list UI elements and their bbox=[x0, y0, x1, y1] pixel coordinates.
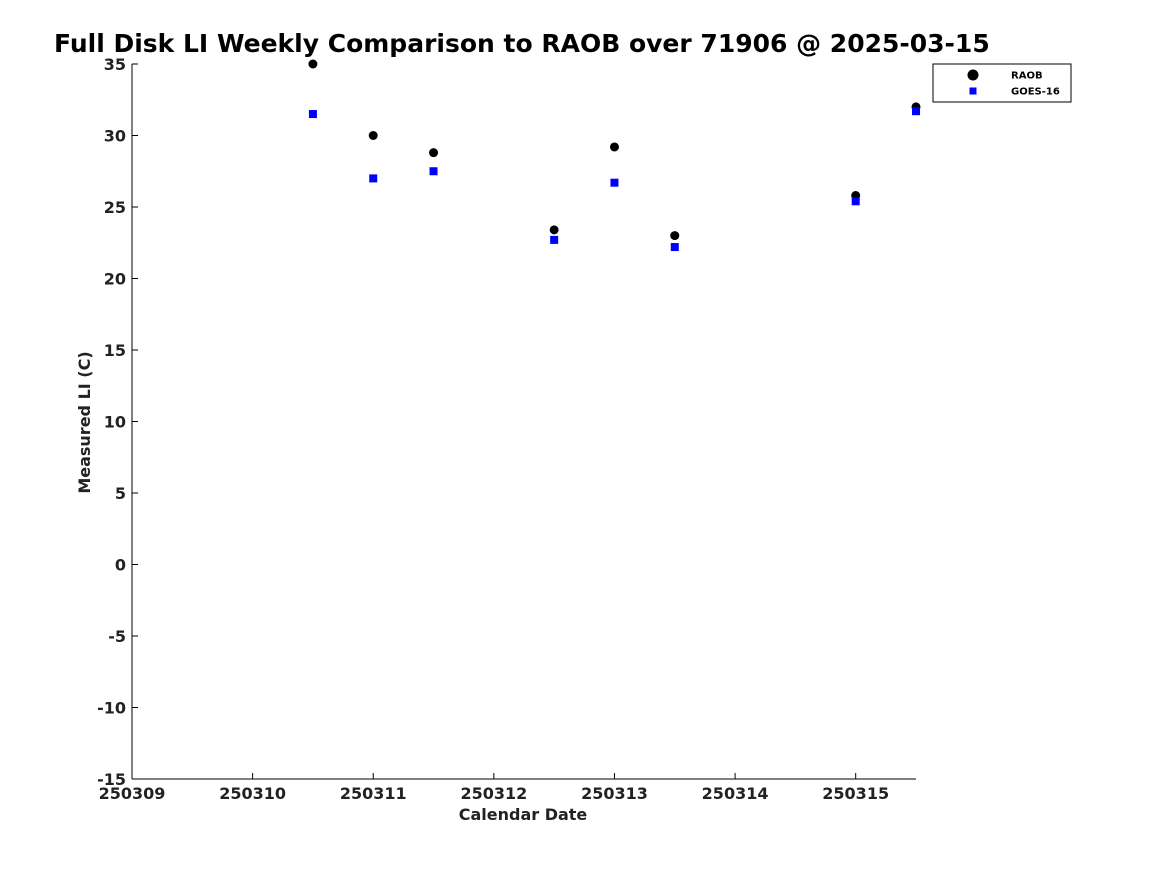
raob-point bbox=[549, 225, 559, 235]
y-tick-label: 15 bbox=[104, 341, 126, 360]
axes bbox=[131, 64, 916, 780]
x-tick-label: 250312 bbox=[460, 784, 527, 803]
data-points bbox=[308, 59, 921, 252]
y-tick-label: 35 bbox=[104, 55, 126, 74]
x-axis-label: Calendar Date bbox=[459, 805, 588, 824]
goes-16-point bbox=[851, 197, 860, 206]
raob-point bbox=[308, 59, 318, 69]
y-axis-label: Measured LI (C) bbox=[75, 351, 94, 493]
legend-marker-goes-16 bbox=[969, 87, 977, 95]
x-tick-label: 250310 bbox=[219, 784, 286, 803]
legend-label-goes-16: GOES-16 bbox=[1011, 87, 1060, 98]
y-tick-label: 25 bbox=[104, 198, 126, 217]
x-tick-label: 250314 bbox=[702, 784, 769, 803]
legend-box bbox=[932, 63, 1072, 103]
y-tick-label: 0 bbox=[115, 556, 126, 575]
x-tick-label: 250313 bbox=[581, 784, 648, 803]
legend-label-raob: RAOB bbox=[1011, 71, 1043, 82]
chart-title: Full Disk LI Weekly Comparison to RAOB o… bbox=[54, 29, 990, 58]
y-ticks: -15 -10 -5 0 5 10 15 20 25 30 35 bbox=[97, 55, 138, 789]
x-tick-label: 250309 bbox=[99, 784, 166, 803]
raob-point bbox=[429, 148, 439, 158]
legend: RAOB GOES-16 bbox=[932, 63, 1072, 103]
goes-16-point bbox=[550, 235, 559, 244]
y-tick-label: -10 bbox=[97, 699, 126, 718]
raob-point bbox=[670, 231, 680, 241]
x-tick-label: 250311 bbox=[340, 784, 407, 803]
x-ticks: 250309 250310 250311 250312 250313 250314 2503… bbox=[99, 773, 889, 803]
goes-16-point bbox=[912, 107, 920, 116]
y-tick-label: 10 bbox=[104, 413, 126, 432]
goes-16-point bbox=[369, 174, 378, 183]
y-tick-label: 30 bbox=[104, 127, 126, 146]
raob-point bbox=[609, 142, 619, 152]
y-tick-label: -5 bbox=[108, 627, 126, 646]
y-tick-label: 20 bbox=[104, 270, 126, 289]
raob-point bbox=[368, 131, 378, 140]
goes-16-point bbox=[670, 243, 679, 252]
goes-16-point bbox=[308, 110, 317, 119]
goes-16-point bbox=[429, 167, 438, 176]
y-tick-label: -15 bbox=[97, 770, 126, 789]
y-tick-label: 5 bbox=[115, 484, 126, 503]
x-tick-label: 250315 bbox=[822, 784, 889, 803]
legend-items: RAOB GOES-16 bbox=[967, 69, 1060, 98]
legend-marker-raob bbox=[967, 69, 979, 81]
goes-16-point bbox=[610, 178, 619, 187]
